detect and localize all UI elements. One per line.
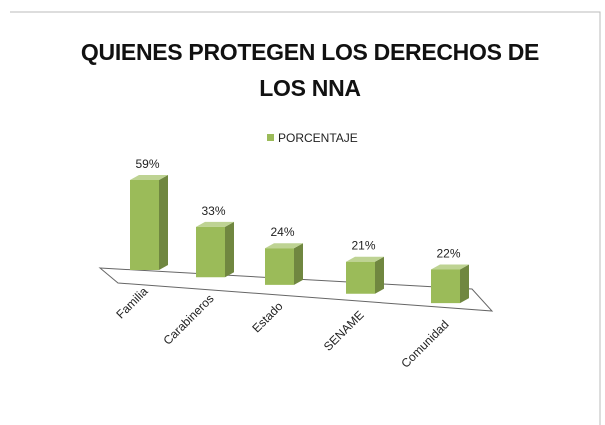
bar-face: [346, 256, 384, 262]
x-tick-label: Estado: [249, 299, 286, 336]
bar-face: [294, 243, 303, 285]
x-tick-label: Comunidad: [398, 317, 451, 370]
bar-face: [159, 175, 168, 270]
legend-swatch: [267, 134, 274, 141]
legend-label: PORCENTAJE: [278, 131, 358, 145]
bar-face: [265, 248, 294, 285]
x-tick-label: SENAME: [321, 308, 367, 354]
data-label: 22%: [436, 247, 460, 261]
bar: [265, 243, 303, 285]
frame: [10, 11, 601, 425]
bar-face: [460, 264, 469, 304]
bar-face: [265, 243, 303, 249]
data-label: 33%: [201, 204, 225, 218]
bar-face: [225, 221, 234, 278]
bar: [130, 175, 168, 270]
data-label: 24%: [270, 225, 294, 239]
bar-face: [431, 269, 460, 304]
bar-face: [196, 226, 225, 278]
x-tick-label: Carabineros: [160, 291, 216, 347]
chart-title: QUIENES PROTEGEN LOS DERECHOS DE LOS NNA: [80, 39, 540, 101]
bar-face: [375, 256, 384, 294]
bar-face: [346, 261, 375, 294]
x-tick-label: Familia: [113, 284, 150, 321]
data-label: 59%: [135, 157, 159, 171]
bar: [196, 221, 234, 278]
bar-face: [431, 264, 469, 270]
data-label: 21%: [351, 239, 375, 253]
bar-face: [130, 180, 159, 270]
bar-face: [130, 175, 168, 180]
bar-face: [196, 221, 234, 227]
bar: [346, 256, 384, 294]
bar: [431, 264, 469, 304]
